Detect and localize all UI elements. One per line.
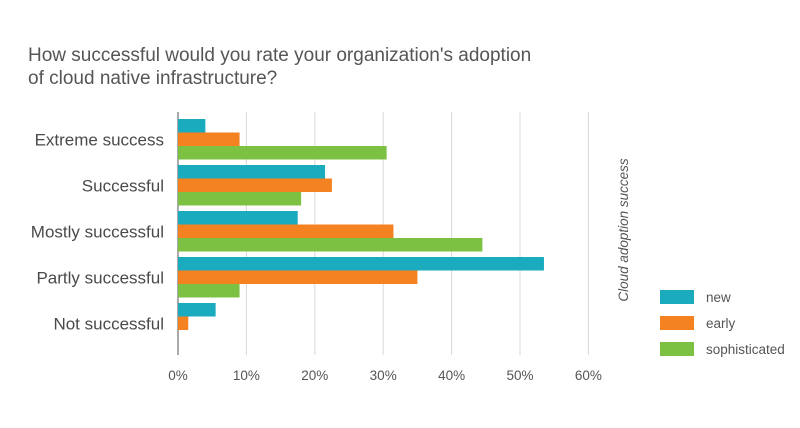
legend-item-new: new [660,284,785,310]
x-tick-label-30: 30% [370,368,397,383]
x-tick-label-0: 0% [168,368,188,383]
legend-swatch-sophisticated [660,342,694,356]
legend-label-sophisticated: sophisticated [706,341,785,357]
category-label-extreme-success: Extreme success [35,130,164,149]
bar-early-successful [178,178,332,192]
bar-sophisticated-successful [178,192,302,206]
legend-label-new: new [706,289,731,305]
bar-early-mostly-successful [178,224,394,238]
category-label-not-successful: Not successful [53,314,164,333]
category-label-successful: Successful [82,176,164,195]
x-tick-label-40: 40% [438,368,465,383]
legend-item-early: early [660,310,785,336]
legend-item-sophisticated: sophisticated [660,336,785,362]
bar-early-extreme-success [178,132,240,146]
x-tick-label-50: 50% [506,368,533,383]
bar-new-partly-successful [178,257,544,271]
chart-title: How successful would you rate your organ… [28,45,532,89]
bar-new-extreme-success [178,119,206,133]
legend-label-early: early [706,315,736,331]
bar-new-successful [178,165,326,179]
bar-early-not-successful [178,316,189,330]
x-tick-label-20: 20% [301,368,328,383]
legend-swatch-early [660,316,694,330]
side-axis-label: Cloud adoption success [616,158,631,302]
category-label-mostly-successful: Mostly successful [31,222,164,241]
legend: new early sophisticated [660,284,785,362]
bar-sophisticated-partly-successful [178,284,240,298]
bar-sophisticated-extreme-success [178,146,387,160]
bar-new-mostly-successful [178,211,298,225]
legend-swatch-new [660,290,694,304]
x-tick-label-60: 60% [575,368,602,383]
bar-early-partly-successful [178,270,418,284]
category-label-partly-successful: Partly successful [36,268,164,287]
bar-new-not-successful [178,303,216,317]
bar-sophisticated-mostly-successful [178,238,483,252]
x-tick-label-10: 10% [233,368,260,383]
